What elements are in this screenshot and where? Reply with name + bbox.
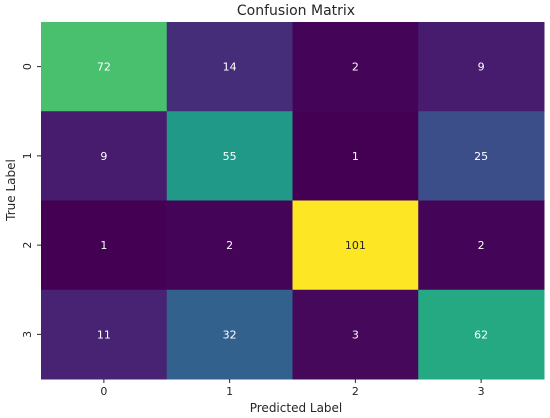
y-axis-title: True Label — [4, 159, 18, 222]
cell-value-label-3-2: 3 — [352, 328, 359, 341]
cell-value-label-2-0: 1 — [100, 239, 107, 252]
y-tick-label-2: 2 — [21, 242, 34, 249]
cell-value-label-2-1: 2 — [226, 239, 233, 252]
heatmap-cell-0-2 — [292, 22, 419, 112]
cell-value-label-0-0: 72 — [97, 61, 111, 74]
cell-value-label-0-2: 2 — [352, 61, 359, 74]
heatmap-cell-2-2 — [292, 200, 419, 291]
cell-value-label-3-1: 32 — [223, 328, 237, 341]
y-tick-label-3: 3 — [21, 331, 34, 338]
cell-value-label-2-3: 2 — [478, 239, 485, 252]
chart-title: Confusion Matrix — [237, 3, 355, 19]
cell-value-label-3-3: 62 — [474, 328, 488, 341]
heatmap-cell-3-3 — [418, 289, 545, 380]
heatmap-cells: 72 14 2 9 9 55 1 25 1 2 101 2 11 32 3 62 — [41, 22, 545, 380]
cell-value-label-3-0: 11 — [97, 328, 111, 341]
heatmap-cell-0-0 — [41, 22, 168, 112]
heatmap-cell-1-3 — [418, 111, 545, 201]
heatmap-cell-2-1 — [166, 200, 293, 291]
cell-value-label-0-3: 9 — [478, 61, 485, 74]
heatmap-cell-1-2 — [292, 111, 419, 201]
y-tick-label-0: 0 — [21, 63, 34, 70]
cell-value-label-2-2: 101 — [345, 239, 366, 252]
cell-value-label-1-1: 55 — [223, 150, 237, 163]
cell-value-label-1-2: 1 — [352, 150, 359, 163]
heatmap-cell-1-1 — [166, 111, 293, 201]
x-tick-label-0: 0 — [100, 385, 107, 398]
cell-value-label-0-1: 14 — [223, 61, 237, 74]
heatmap-cell-0-3 — [418, 22, 545, 112]
heatmap-cell-3-2 — [292, 289, 419, 380]
x-axis-ticks: 0 1 2 3 — [100, 379, 485, 398]
heatmap-cell-2-0 — [41, 200, 168, 291]
y-tick-label-1: 1 — [21, 152, 34, 159]
x-tick-label-2: 2 — [352, 385, 359, 398]
x-tick-label-3: 3 — [478, 385, 485, 398]
heatmap-cell-1-0 — [41, 111, 168, 201]
x-axis-title: Predicted Label — [250, 401, 343, 415]
cell-value-label-1-0: 9 — [100, 150, 107, 163]
y-axis-ticks: 0 1 2 3 — [21, 63, 41, 338]
heatmap-cell-3-1 — [166, 289, 293, 380]
heatmap-cell-3-0 — [41, 289, 168, 380]
heatmap-cell-0-1 — [166, 22, 293, 112]
x-tick-label-1: 1 — [226, 385, 233, 398]
cell-value-label-1-3: 25 — [474, 150, 488, 163]
heatmap-cell-2-3 — [418, 200, 545, 291]
